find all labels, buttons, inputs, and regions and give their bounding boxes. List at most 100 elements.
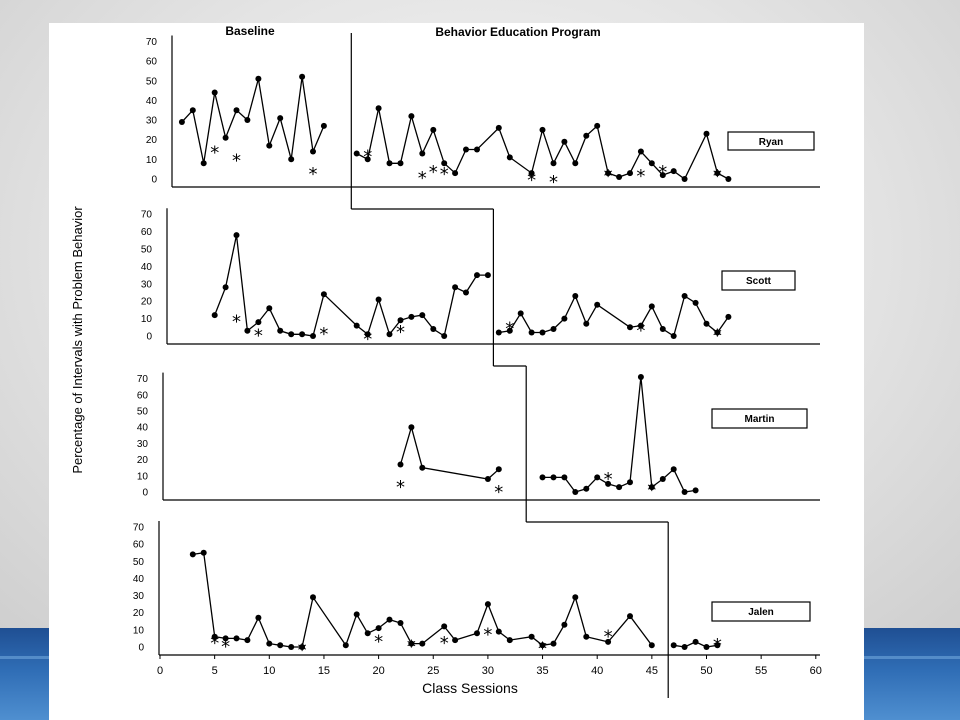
- baseline-point: [178, 119, 185, 125]
- intervention-point: [725, 176, 732, 182]
- intervention-point: [397, 160, 404, 167]
- x-tick-label: 40: [591, 665, 603, 677]
- baseline-point: [310, 148, 316, 155]
- baseline-point: [627, 613, 633, 620]
- baseline-point: [386, 331, 393, 338]
- x-tick-label: 35: [536, 665, 548, 677]
- x-tick-label: 25: [427, 665, 439, 677]
- baseline-point: [299, 331, 306, 338]
- y-tick-label: 50: [133, 557, 145, 568]
- star-marker: *: [494, 482, 503, 503]
- intervention-point: [648, 484, 655, 491]
- intervention-point: [506, 154, 513, 161]
- intervention-point: [539, 126, 546, 133]
- star-marker: *: [549, 172, 558, 193]
- y-tick-label: 0: [142, 488, 148, 499]
- baseline-line: [181, 76, 325, 164]
- y-tick-label: 10: [141, 314, 153, 325]
- star-marker: *: [309, 164, 318, 185]
- student-name-label: Martin: [745, 414, 775, 425]
- y-tick-label: 10: [133, 625, 145, 636]
- intervention-point: [616, 174, 623, 180]
- baseline-point: [430, 326, 437, 332]
- y-tick-label: 60: [133, 540, 145, 551]
- baseline-point: [375, 625, 382, 632]
- baseline-point: [277, 642, 284, 649]
- star-marker: *: [418, 168, 427, 189]
- intervention-point: [594, 301, 601, 308]
- star-marker: *: [713, 635, 722, 656]
- baseline-point: [484, 476, 491, 482]
- baseline-point: [539, 642, 546, 649]
- y-tick-label: 70: [146, 37, 158, 48]
- student-name-box: [727, 131, 815, 151]
- baseline-point: [441, 333, 448, 339]
- intervention-point: [506, 327, 513, 334]
- x-tick-label: 55: [755, 665, 767, 677]
- phase-label-intervention: Behavior Education Program: [435, 25, 600, 39]
- intervention-point: [572, 293, 579, 299]
- intervention-point: [714, 642, 721, 649]
- baseline-point: [484, 601, 491, 608]
- intervention-point: [408, 113, 415, 120]
- baseline-point: [266, 142, 273, 149]
- intervention-point: [386, 160, 393, 167]
- star-marker: *: [658, 162, 667, 183]
- star-marker: *: [483, 625, 492, 646]
- intervention-point: [605, 170, 612, 177]
- intervention-point: [528, 170, 535, 177]
- baseline-point: [419, 312, 426, 319]
- y-tick-label: 30: [146, 116, 158, 127]
- student-name-label: Scott: [746, 276, 772, 287]
- intervention-point: [659, 326, 666, 332]
- star-marker: *: [232, 312, 241, 333]
- y-tick-label: 40: [133, 574, 145, 585]
- intervention-point: [375, 105, 382, 112]
- baseline-point: [495, 466, 502, 473]
- star-marker: *: [232, 150, 241, 171]
- intervention-point: [539, 474, 546, 481]
- intervention-point: [452, 170, 459, 177]
- star-marker: *: [440, 633, 449, 654]
- baseline-point: [474, 272, 480, 279]
- baseline-point: [277, 327, 284, 334]
- intervention-point: [627, 170, 633, 177]
- baseline-point: [288, 156, 295, 163]
- baseline-point: [320, 291, 327, 298]
- intervention-point: [725, 313, 732, 320]
- y-tick-label: 70: [141, 210, 153, 221]
- baseline-point: [320, 122, 327, 129]
- intervention-point: [670, 642, 677, 649]
- star-marker: *: [647, 480, 656, 501]
- star-marker: *: [636, 320, 645, 341]
- baseline-point: [364, 630, 371, 637]
- intervention-point: [572, 489, 579, 495]
- y-tick-label: 60: [146, 57, 158, 68]
- student-name-box: [721, 270, 796, 291]
- y-tick-label: 10: [137, 471, 149, 482]
- baseline-point: [244, 637, 251, 644]
- y-tick-label: 40: [141, 262, 153, 273]
- x-tick-label: 30: [482, 665, 494, 677]
- intervention-point: [703, 644, 710, 650]
- baseline-point: [255, 614, 262, 621]
- baseline-point: [211, 312, 218, 319]
- baseline-point: [463, 289, 469, 296]
- intervention-point: [528, 329, 535, 336]
- x-tick-label: 50: [700, 665, 712, 677]
- y-tick-label: 60: [137, 390, 149, 401]
- intervention-point: [517, 310, 524, 317]
- intervention-point: [714, 170, 721, 177]
- baseline-point: [222, 635, 229, 642]
- x-tick-label: 45: [646, 665, 658, 677]
- student-name-box: [711, 408, 808, 429]
- intervention-point: [594, 122, 601, 129]
- baseline-point: [277, 115, 284, 122]
- x-axis-label: Class Sessions: [422, 680, 518, 696]
- intervention-point: [648, 303, 655, 310]
- x-tick-label: 0: [157, 665, 163, 677]
- intervention-point: [659, 172, 666, 179]
